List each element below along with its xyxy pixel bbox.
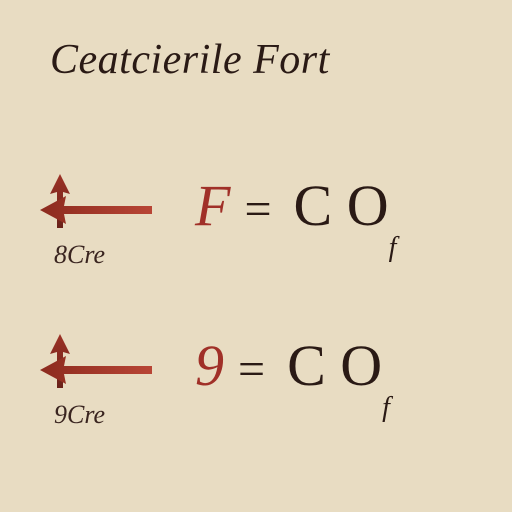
rhs-subscript: f	[382, 392, 390, 423]
equation-2: 9 = C Of	[195, 332, 390, 406]
equals-sign: =	[238, 342, 265, 397]
equation-row-1: 8Cre F = C Of	[40, 170, 480, 280]
equation-rhs: C Of	[287, 332, 390, 406]
equation-1: F = C Of	[195, 172, 396, 246]
equals-sign: =	[244, 182, 271, 237]
equation-row-2: 9Cre 9 = C Of	[40, 330, 480, 440]
arrow-subscript-2: 9Cre	[54, 400, 105, 430]
rhs-subscript: f	[389, 232, 397, 263]
arrow-left-icon	[36, 350, 156, 390]
equation-lhs: F	[195, 172, 230, 239]
rhs-main: C O	[287, 333, 382, 398]
rhs-main: C O	[294, 173, 389, 238]
equation-rhs: C Of	[294, 172, 397, 246]
arrow-subscript-1: 8Cre	[54, 240, 105, 270]
page-title: Ceatcierile Fort	[50, 36, 330, 84]
equation-lhs: 9	[195, 332, 224, 399]
arrow-left-icon	[36, 190, 156, 230]
